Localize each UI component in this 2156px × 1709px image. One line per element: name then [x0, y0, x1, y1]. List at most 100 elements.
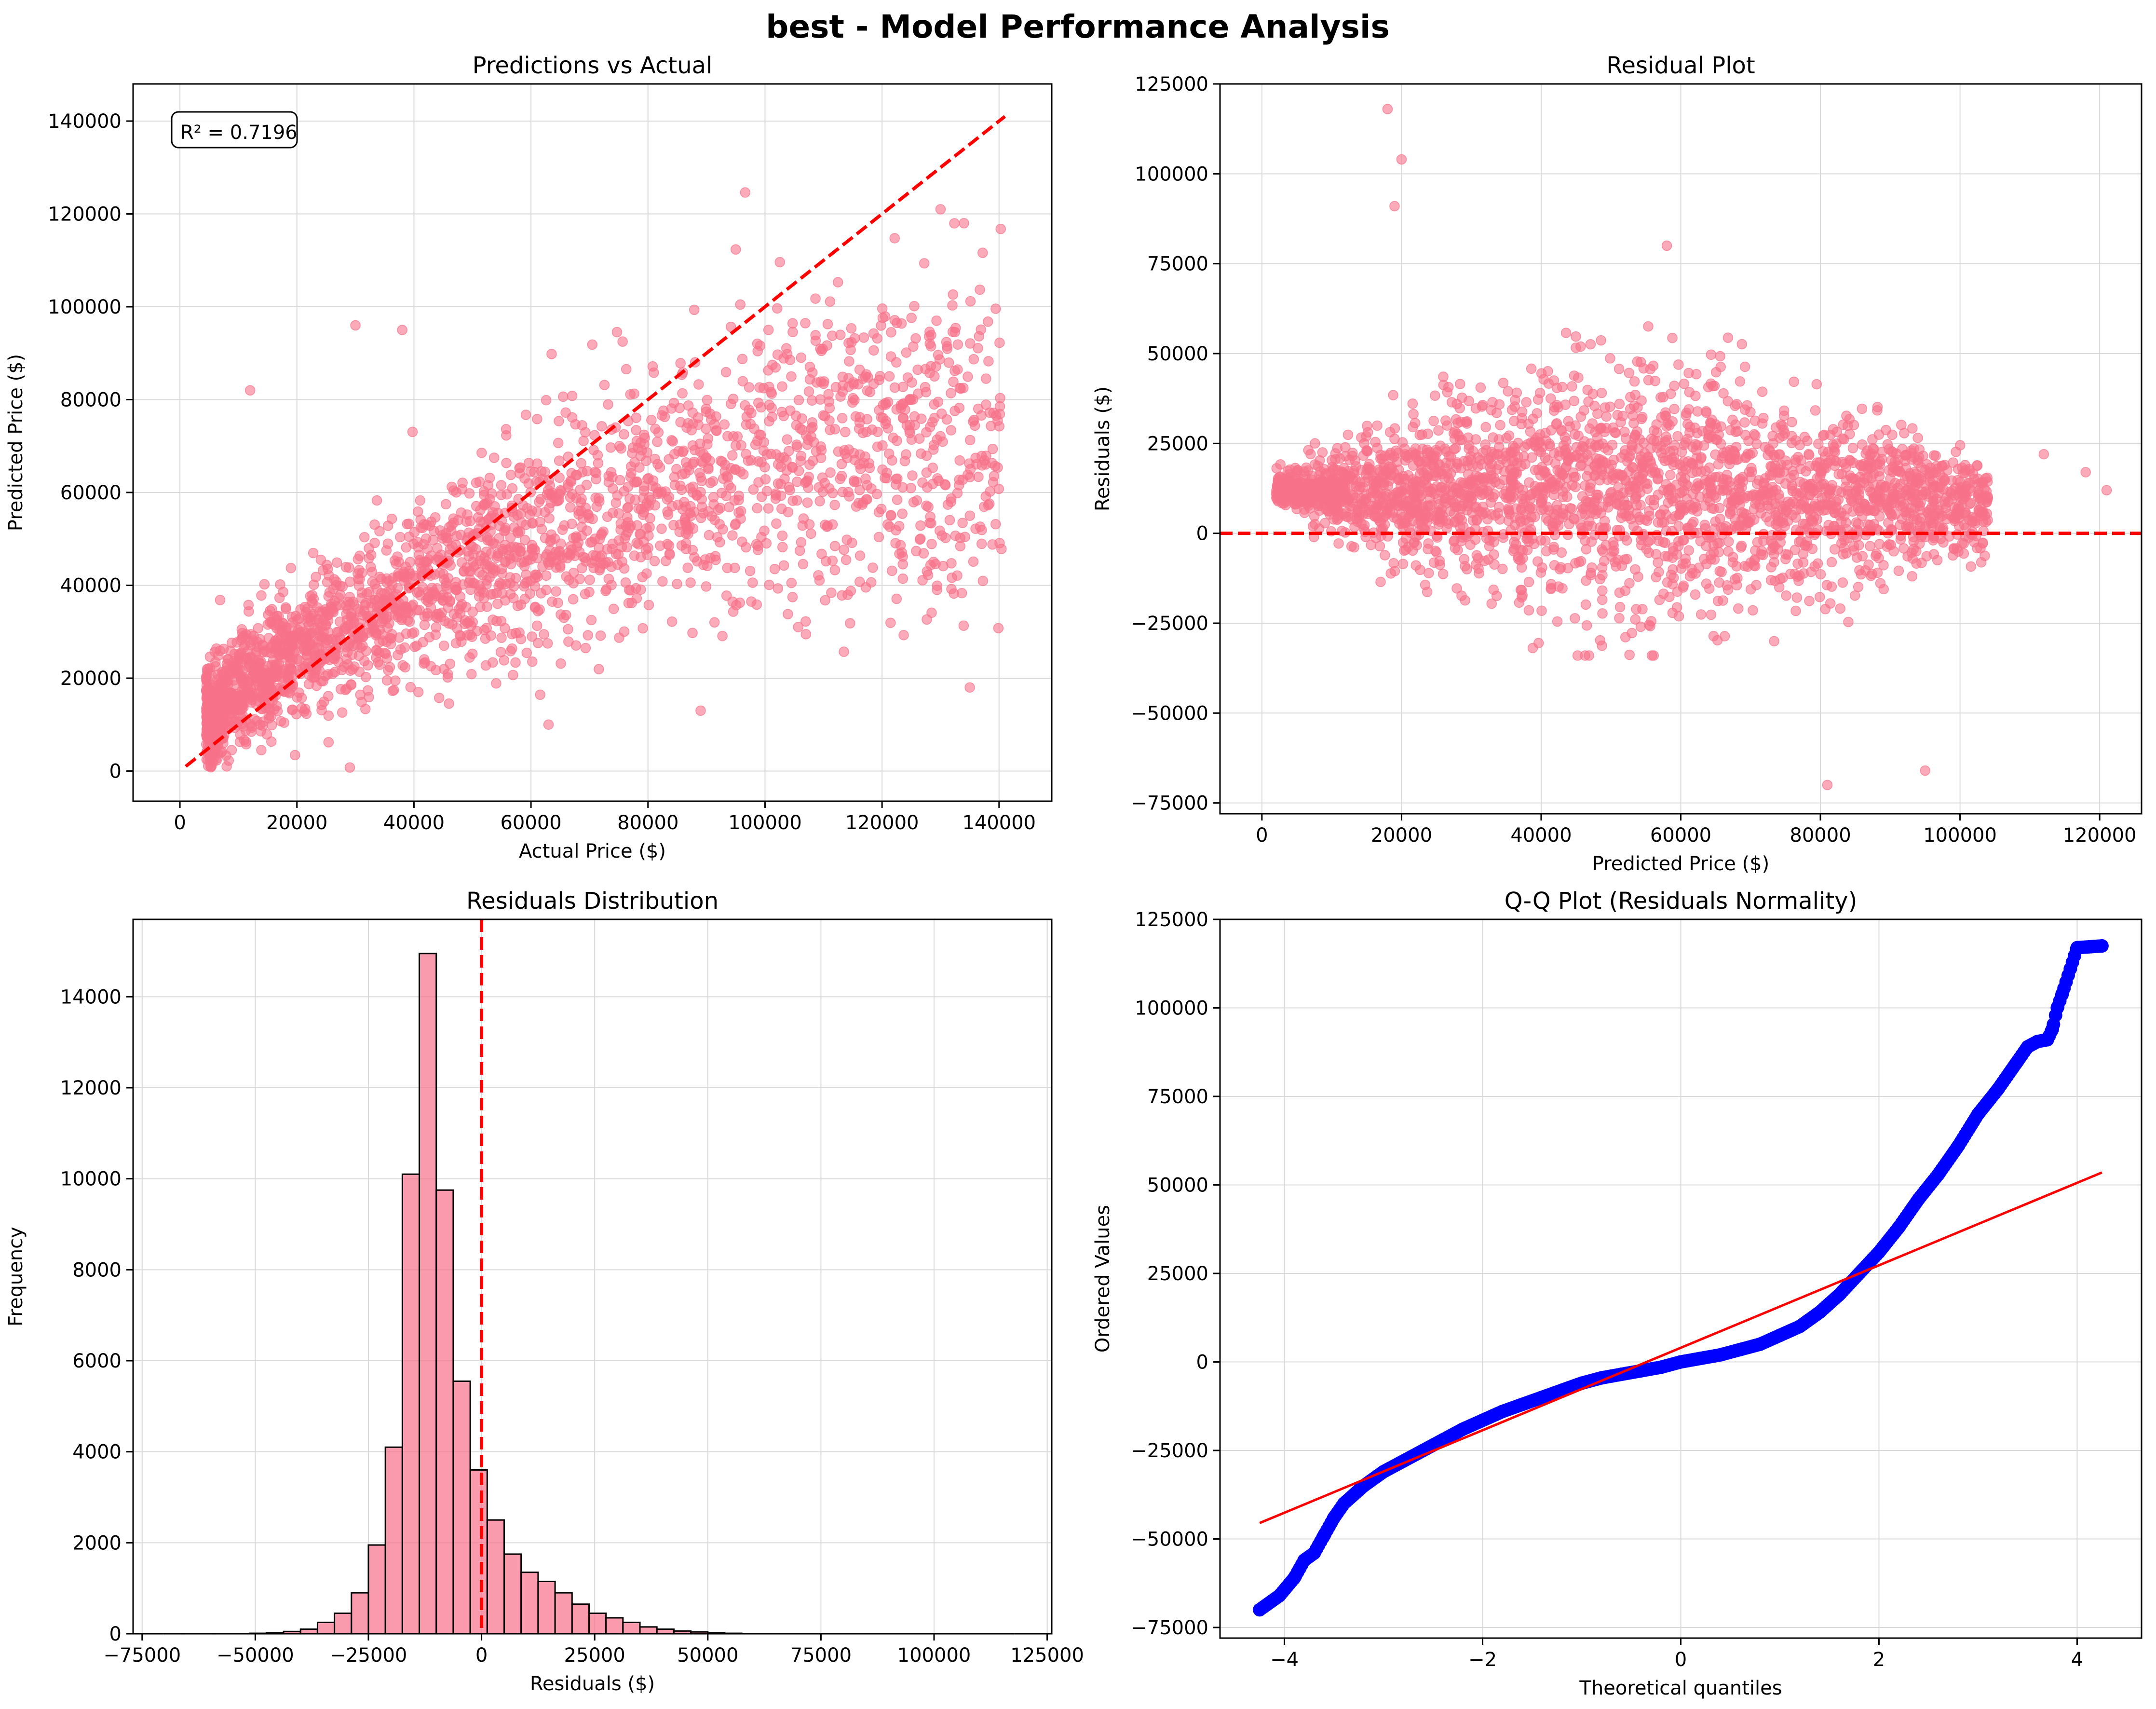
data-point [651, 483, 662, 493]
data-point [825, 467, 836, 478]
data-point [944, 515, 955, 526]
data-point [847, 537, 857, 548]
data-point [987, 458, 997, 468]
data-point [1475, 382, 1486, 393]
data-point [291, 709, 302, 720]
data-point [610, 548, 622, 560]
data-point [548, 556, 559, 567]
data-point [381, 545, 392, 556]
data-point [796, 451, 807, 462]
data-point [1776, 419, 1786, 430]
data-point [519, 534, 530, 546]
data-point [1470, 559, 1481, 570]
data-point [827, 555, 838, 566]
data-point [1614, 602, 1626, 613]
data-point [631, 593, 642, 604]
data-point [947, 300, 958, 311]
data-point [432, 543, 443, 553]
data-point [598, 526, 609, 537]
data-point [965, 296, 976, 307]
data-point [1649, 425, 1659, 436]
data-point [889, 233, 900, 244]
data-point [588, 562, 599, 574]
data-point [654, 462, 665, 473]
data-point [599, 380, 610, 390]
data-point [437, 595, 448, 606]
data-point [505, 578, 515, 589]
data-point [488, 615, 498, 625]
x-tick-label: 140000 [962, 812, 1036, 834]
data-point [1379, 477, 1390, 488]
data-point [1813, 438, 1824, 449]
data-point [352, 640, 363, 651]
data-point [371, 495, 382, 506]
data-point [656, 523, 667, 534]
data-point [1669, 381, 1680, 391]
data-point [949, 218, 960, 229]
data-point [290, 611, 301, 621]
data-point [1646, 616, 1656, 627]
data-point [810, 335, 821, 346]
data-point [237, 665, 248, 676]
data-point [344, 576, 355, 587]
data-point [778, 560, 789, 571]
data-point [499, 655, 510, 666]
outlier-point [695, 705, 706, 716]
data-point [262, 619, 273, 630]
data-point [752, 503, 762, 514]
outlier-point [935, 204, 946, 215]
data-point [908, 341, 919, 352]
data-point [973, 471, 984, 482]
data-point [1690, 390, 1701, 401]
data-point [1878, 560, 1889, 571]
data-point [815, 452, 827, 463]
data-point [1914, 444, 1925, 455]
data-point [889, 315, 900, 326]
data-point [374, 625, 385, 635]
data-point [475, 602, 486, 613]
data-point [1706, 609, 1717, 620]
data-point [603, 399, 613, 410]
x-tick-label: 80000 [617, 812, 678, 834]
data-point [542, 638, 553, 649]
data-point [782, 434, 793, 445]
data-point [776, 503, 787, 514]
data-point [541, 570, 552, 581]
data-point [964, 510, 976, 521]
data-point [1317, 447, 1328, 458]
data-point [1769, 636, 1779, 647]
data-point [819, 376, 829, 387]
data-point [1781, 590, 1791, 601]
data-point [636, 584, 646, 595]
data-point [1417, 429, 1427, 440]
data-point [369, 537, 380, 548]
data-point [932, 434, 942, 445]
data-point [432, 583, 442, 594]
y-tick-label: 120000 [48, 203, 122, 225]
data-point [623, 598, 634, 609]
data-point [585, 537, 596, 548]
data-point [1769, 557, 1779, 568]
data-point [886, 327, 896, 338]
data-point [466, 669, 477, 680]
data-point [807, 395, 817, 406]
data-point [787, 495, 798, 506]
data-point [580, 643, 591, 654]
data-point [202, 667, 213, 677]
panel-residual_plot: 0 20000 40000 60000 80000 100000 120000−75000−… [1092, 52, 2142, 875]
data-point [906, 313, 917, 323]
data-point [833, 446, 844, 457]
data-point [247, 653, 258, 664]
data-point [886, 510, 896, 521]
data-point [532, 571, 543, 582]
data-point [880, 311, 891, 322]
data-point [728, 394, 739, 404]
data-point [1497, 563, 1508, 574]
data-point [374, 647, 384, 658]
y-tick-label: 60000 [60, 482, 122, 504]
data-point [716, 488, 727, 498]
data-point [601, 584, 612, 595]
data-point [872, 441, 883, 452]
data-point [832, 277, 843, 287]
y-tick-label: 0 [109, 760, 122, 782]
